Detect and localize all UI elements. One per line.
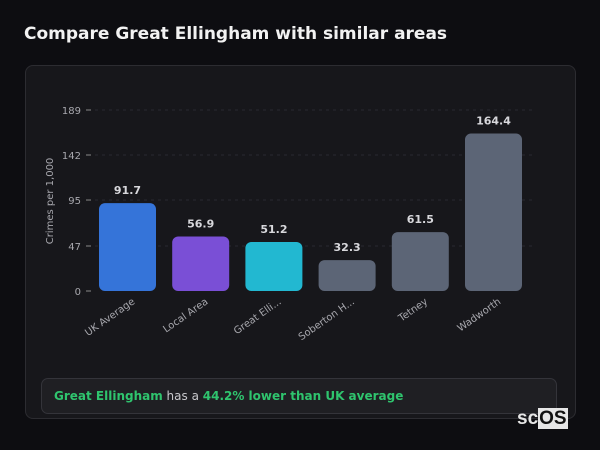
page-title: Compare Great Ellingham with similar are…: [24, 24, 448, 44]
x-tick-label: Soberton H...: [297, 296, 357, 343]
bar-value-label: 61.5: [407, 213, 434, 226]
summary-text: has a: [162, 389, 203, 403]
bar: [318, 260, 376, 291]
y-tick-label: 142: [62, 151, 81, 162]
bar-value-label: 51.2: [260, 223, 287, 236]
bar: [465, 133, 522, 291]
bar: [391, 232, 449, 291]
y-tick-label: 189: [62, 106, 81, 117]
y-tick-label: 47: [68, 242, 81, 253]
x-tick-label: Local Area: [161, 296, 210, 335]
summary-box: Great Ellingham has a 44.2% lower than U…: [41, 378, 557, 414]
bar-value-label: 164.4: [476, 115, 511, 128]
logo-left: sc: [517, 408, 539, 429]
y-axis-label: Crimes per 1,000: [45, 158, 56, 245]
bar-value-label: 91.7: [114, 184, 141, 197]
x-tick-label: UK Average: [83, 296, 137, 338]
summary-area: Great Ellingham: [54, 389, 163, 403]
bar: [99, 203, 156, 291]
scos-logo: scOS: [517, 408, 568, 430]
summary-highlight: 44.2% lower than UK average: [202, 389, 404, 403]
bar: [245, 241, 303, 291]
x-tick-label: Tetney: [396, 296, 430, 324]
y-tick-label: 95: [68, 196, 81, 207]
y-tick-label: 0: [75, 287, 81, 298]
x-tick-label: Great Elli...: [232, 296, 284, 337]
bar-value-label: 56.9: [187, 218, 214, 231]
bar-value-label: 32.3: [334, 241, 361, 254]
logo-right: OS: [538, 408, 568, 429]
x-tick-label: Wadworth: [456, 296, 504, 334]
bar: [172, 236, 230, 291]
